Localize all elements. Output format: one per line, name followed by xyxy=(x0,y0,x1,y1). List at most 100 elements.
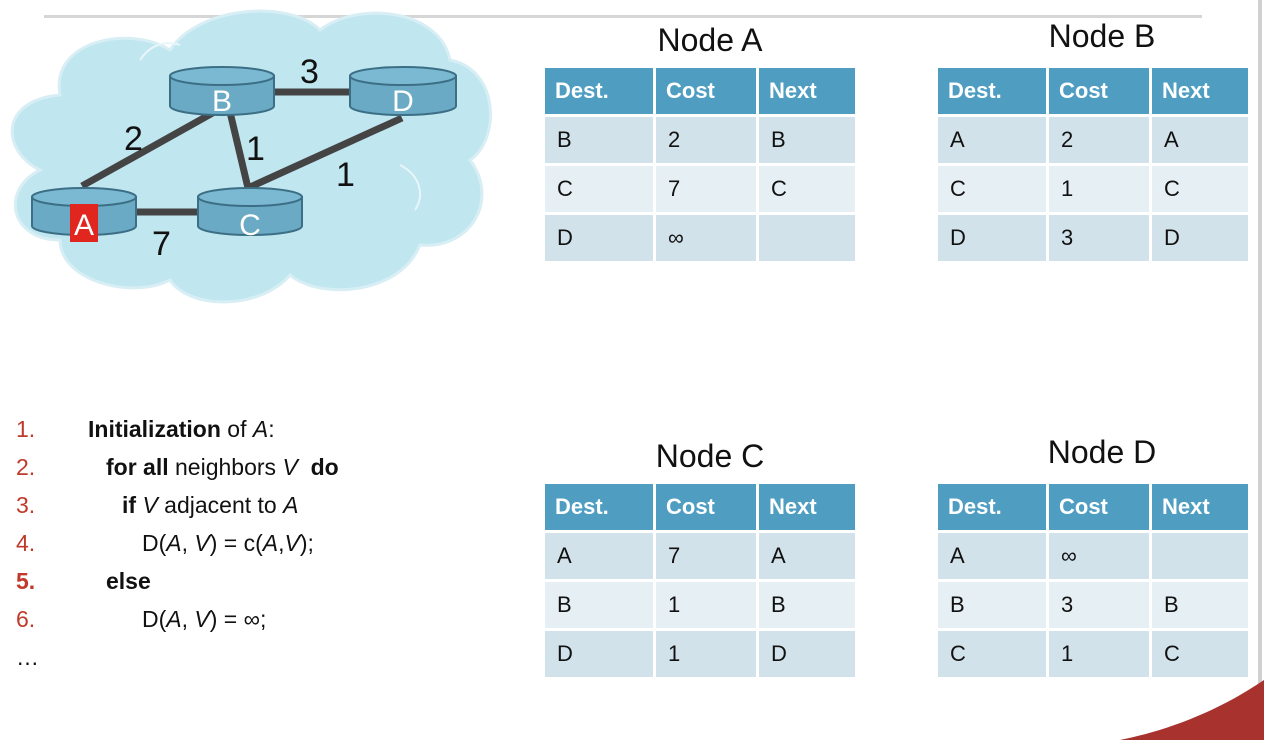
table-row: C 1 C xyxy=(938,166,1248,212)
node-c-title: Node C xyxy=(655,438,765,474)
router-d: D xyxy=(349,66,457,118)
next-cell: C xyxy=(1152,166,1248,212)
column-header-dest: Dest. xyxy=(938,484,1046,530)
line-code: D(A, V) = ∞; xyxy=(142,600,266,638)
node-a-title: Node A xyxy=(657,22,763,58)
cost-cell: 1 xyxy=(656,631,756,677)
cost-cell: ∞ xyxy=(656,215,756,261)
next-cell: A xyxy=(1152,117,1248,163)
routing-table-node-b: Dest. Cost Next A 2 A C 1 C D 3 D xyxy=(935,65,1251,264)
dest-cell: B xyxy=(545,117,653,163)
router-label-d: D xyxy=(392,85,414,118)
column-header-cost: Cost xyxy=(1049,68,1149,114)
line-code: else xyxy=(106,562,151,600)
cost-label-c-d: 1 xyxy=(336,156,355,194)
dest-cell: A xyxy=(938,117,1046,163)
table-row: C 7 C xyxy=(545,166,855,212)
cost-cell: 1 xyxy=(1049,631,1149,677)
cost-label-b-c: 1 xyxy=(246,130,265,168)
table-row: D 3 D xyxy=(938,215,1248,261)
table-row: D ∞ xyxy=(545,215,855,261)
line-code: if V adjacent to A xyxy=(122,486,298,524)
line-code: Initialization of A: xyxy=(88,410,275,448)
table-row: A 7 A xyxy=(545,533,855,579)
variable: A xyxy=(166,530,182,556)
router-label-a: A xyxy=(74,209,94,242)
line-number: 5. xyxy=(16,568,36,594)
edge-cost-labels: 3 2 1 1 7 xyxy=(124,53,355,263)
router-c: C xyxy=(197,187,303,242)
column-header-cost: Cost xyxy=(656,68,756,114)
column-header-next: Next xyxy=(759,484,855,530)
column-header-cost: Cost xyxy=(656,484,756,530)
cost-label-a-b: 2 xyxy=(124,120,143,158)
cost-cell: 2 xyxy=(656,117,756,163)
next-cell: B xyxy=(759,582,855,628)
link-c-d xyxy=(246,114,404,192)
router-label-b: B xyxy=(212,85,232,118)
routing-table-node-c: Dest. Cost Next A 7 A B 1 B D 1 D xyxy=(542,481,858,680)
next-cell xyxy=(1152,533,1248,579)
variable: A xyxy=(283,492,299,518)
next-cell: B xyxy=(1152,582,1248,628)
table-header-row: Dest. Cost Next xyxy=(938,484,1248,530)
node-d-title: Node D xyxy=(1047,434,1157,470)
keyword: do xyxy=(310,454,339,480)
line-number: 4. xyxy=(16,530,36,556)
node-b-title: Node B xyxy=(1048,18,1156,54)
column-header-dest: Dest. xyxy=(545,484,653,530)
column-header-dest: Dest. xyxy=(545,68,653,114)
link-a-b xyxy=(80,106,220,190)
code-text xyxy=(298,454,311,480)
cost-cell: 3 xyxy=(1049,582,1149,628)
dest-cell: A xyxy=(545,533,653,579)
code-text: , xyxy=(181,606,195,632)
column-header-dest: Dest. xyxy=(938,68,1046,114)
dest-cell: D xyxy=(545,631,653,677)
dest-cell: D xyxy=(545,215,653,261)
dest-cell: A xyxy=(938,533,1046,579)
next-cell: A xyxy=(759,533,855,579)
network-diagram: 3 2 1 1 7 B D A C xyxy=(10,9,492,304)
next-cell: C xyxy=(1152,631,1248,677)
table-header-row: Dest. Cost Next xyxy=(545,68,855,114)
link-b-c xyxy=(226,111,252,189)
code-text: of xyxy=(220,416,253,442)
next-cell: D xyxy=(759,631,855,677)
cost-cell: 7 xyxy=(656,533,756,579)
table-row: B 2 B xyxy=(545,117,855,163)
variable: V xyxy=(142,492,158,518)
column-header-next: Next xyxy=(1152,68,1248,114)
routing-table-node-d: Dest. Cost Next A ∞ B 3 B C 1 C xyxy=(935,481,1251,680)
code-text: , xyxy=(181,530,195,556)
dest-cell: C xyxy=(938,631,1046,677)
variable: V xyxy=(194,606,210,632)
cost-cell: 1 xyxy=(1049,166,1149,212)
links xyxy=(80,88,404,216)
variable: A xyxy=(262,530,279,556)
dest-cell: C xyxy=(938,166,1046,212)
line-number: 6. xyxy=(16,606,36,632)
router-a: A xyxy=(31,187,137,242)
table-row: C 1 C xyxy=(938,631,1248,677)
table-row: D 1 D xyxy=(545,631,855,677)
corner-decoration xyxy=(1120,680,1264,740)
table-header-row: Dest. Cost Next xyxy=(545,484,855,530)
keyword: Initialization xyxy=(88,416,221,442)
line-code: for all neighbors V do xyxy=(106,448,339,486)
router-b: B xyxy=(169,66,275,118)
dest-cell: C xyxy=(545,166,653,212)
dest-cell: B xyxy=(545,582,653,628)
router-label-c: C xyxy=(239,209,261,242)
table-row: B 3 B xyxy=(938,582,1248,628)
code-text: adjacent to xyxy=(157,492,284,518)
code-text: ) = c( xyxy=(209,530,263,556)
variable: A xyxy=(166,606,182,632)
cost-cell: 7 xyxy=(656,166,756,212)
line-number: 3. xyxy=(16,492,36,518)
cost-label-b-d: 3 xyxy=(300,53,319,91)
table-row: B 1 B xyxy=(545,582,855,628)
next-cell xyxy=(759,215,855,261)
cost-label-a-c: 7 xyxy=(152,225,171,263)
column-header-cost: Cost xyxy=(1049,484,1149,530)
